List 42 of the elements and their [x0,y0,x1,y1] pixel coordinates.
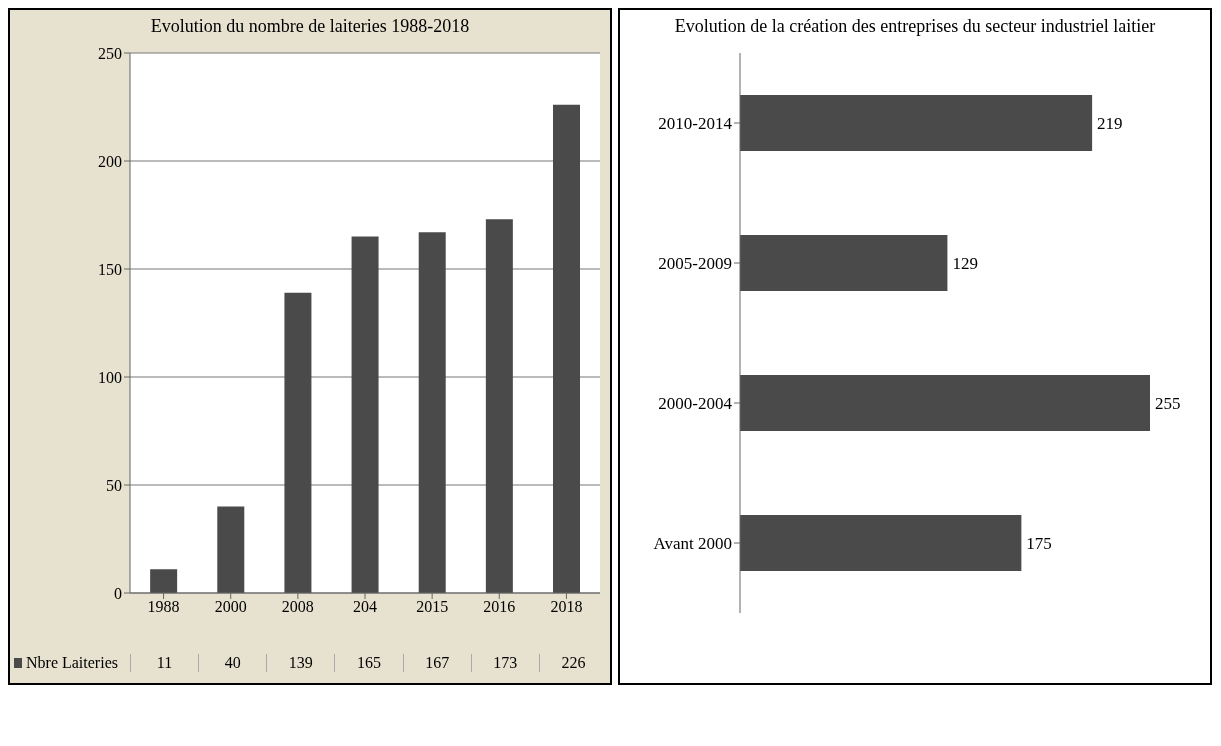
x-tick-label: 2016 [483,598,516,616]
x-tick-label: 1988 [147,598,180,616]
bar [553,104,580,593]
bar [150,569,178,593]
x-tick-label: 2015 [416,598,449,616]
bar [740,515,1022,571]
y-tick-label: 200 [98,152,122,170]
bar [740,95,1093,151]
bar [351,236,379,593]
x-tick-label: 2008 [281,598,314,616]
chart-title: Evolution du nombre de laiteries 1988-2018 [149,15,471,38]
y-tick-label: 100 [98,368,122,386]
data-label: 139 [266,654,335,672]
y-tick-label: 0 [114,584,122,602]
y-tick-label: 2000-2004 [658,394,733,414]
data-label: 226 [538,654,607,672]
data-label: 40 [198,654,267,672]
legend-label: Nbre Laiteries [26,654,118,672]
x-tick-label: 2000 [214,598,247,616]
data-label: 11 [130,654,199,672]
bar [418,232,446,593]
y-tick-label: Avant 2000 [653,534,732,554]
x-tick-label: 204 [353,598,377,616]
bar [284,292,312,593]
y-tick-label: 2010-2014 [658,114,733,134]
data-label: 219 [1097,114,1123,134]
bar [740,375,1150,431]
y-tick-label: 150 [98,260,122,278]
data-label: 255 [1155,394,1181,414]
data-label: 129 [952,254,978,274]
data-label: 173 [470,654,539,672]
chart-title: Evolution de la création des entreprises du secteur industriel laitier [673,15,1157,38]
x-tick-label: 2018 [550,598,583,616]
y-tick-label: 250 [98,44,122,62]
bar [485,219,513,593]
bar [740,235,948,291]
data-label: 167 [402,654,471,672]
data-label: 165 [334,654,403,672]
y-tick-label: 50 [106,476,122,494]
bar [217,506,245,593]
y-tick-label: 2005-2009 [658,254,732,274]
data-label: 175 [1026,534,1052,554]
